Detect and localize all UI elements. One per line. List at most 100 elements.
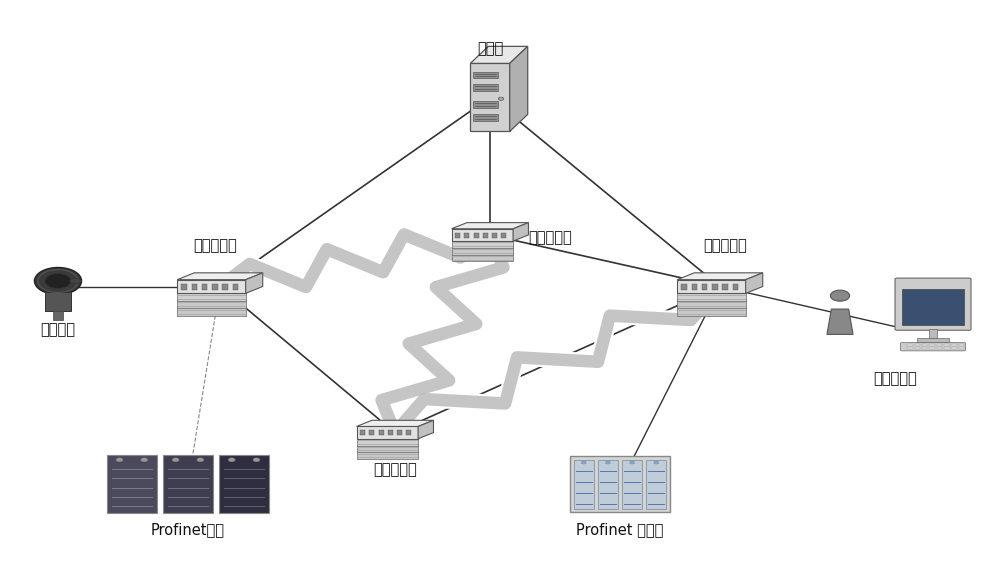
Bar bbox=[929, 329, 937, 337]
Circle shape bbox=[228, 458, 235, 462]
Bar bbox=[163, 455, 213, 513]
Bar bbox=[357, 444, 418, 452]
Bar bbox=[474, 233, 479, 238]
Circle shape bbox=[34, 268, 82, 295]
Polygon shape bbox=[246, 273, 263, 293]
Bar bbox=[452, 253, 513, 261]
Circle shape bbox=[141, 458, 148, 462]
Bar bbox=[677, 299, 746, 308]
Bar bbox=[922, 344, 927, 346]
Bar bbox=[677, 291, 746, 301]
Bar bbox=[681, 284, 687, 289]
Text: 核心交换机: 核心交换机 bbox=[528, 230, 572, 245]
Bar bbox=[455, 233, 460, 238]
Bar bbox=[473, 101, 498, 108]
Text: 管理器: 管理器 bbox=[477, 41, 503, 56]
Bar bbox=[181, 284, 187, 289]
Bar bbox=[959, 347, 964, 349]
Bar bbox=[937, 344, 942, 346]
Bar bbox=[357, 426, 418, 439]
Circle shape bbox=[654, 461, 659, 464]
Bar bbox=[733, 284, 738, 289]
Bar bbox=[177, 280, 246, 293]
Circle shape bbox=[45, 273, 71, 288]
Bar bbox=[929, 344, 935, 346]
Bar bbox=[598, 460, 618, 509]
Ellipse shape bbox=[70, 278, 82, 284]
Bar bbox=[915, 344, 920, 346]
Bar bbox=[944, 347, 950, 349]
Bar bbox=[677, 307, 746, 316]
Bar bbox=[177, 291, 246, 301]
Bar bbox=[574, 460, 594, 509]
Bar bbox=[233, 284, 238, 289]
Bar bbox=[907, 347, 913, 349]
Bar bbox=[219, 455, 269, 513]
Polygon shape bbox=[510, 46, 528, 131]
Bar bbox=[397, 430, 402, 435]
Text: 边缘交换机: 边缘交换机 bbox=[193, 238, 237, 253]
Circle shape bbox=[116, 458, 123, 462]
Bar bbox=[53, 311, 63, 320]
Bar bbox=[929, 347, 935, 349]
Bar bbox=[357, 437, 418, 446]
Circle shape bbox=[172, 458, 179, 462]
Bar bbox=[357, 450, 418, 459]
Polygon shape bbox=[513, 223, 528, 241]
Bar bbox=[177, 307, 246, 316]
Bar bbox=[915, 347, 920, 349]
Text: 边缘交换机: 边缘交换机 bbox=[703, 238, 747, 253]
Bar bbox=[107, 455, 157, 513]
Bar bbox=[369, 430, 374, 435]
Bar bbox=[473, 84, 498, 91]
Bar bbox=[406, 430, 411, 435]
Polygon shape bbox=[746, 273, 763, 293]
Circle shape bbox=[498, 97, 504, 100]
Polygon shape bbox=[677, 273, 763, 280]
Text: 普通监控端: 普通监控端 bbox=[873, 371, 917, 386]
Polygon shape bbox=[357, 421, 433, 426]
Bar bbox=[222, 284, 228, 289]
Bar bbox=[501, 233, 506, 238]
Bar bbox=[379, 430, 384, 435]
Bar bbox=[951, 344, 957, 346]
Bar bbox=[464, 233, 469, 238]
Circle shape bbox=[630, 461, 635, 464]
Bar bbox=[360, 430, 365, 435]
Bar bbox=[483, 233, 488, 238]
Bar bbox=[951, 347, 957, 349]
FancyBboxPatch shape bbox=[895, 278, 971, 330]
Bar bbox=[622, 460, 642, 509]
Bar bbox=[944, 344, 950, 346]
Bar bbox=[570, 456, 670, 512]
Text: Profinet 控制器: Profinet 控制器 bbox=[576, 523, 664, 537]
Bar bbox=[907, 344, 913, 346]
Text: 监控设备: 监控设备 bbox=[40, 322, 76, 337]
Polygon shape bbox=[177, 273, 263, 280]
Bar bbox=[959, 344, 964, 346]
Circle shape bbox=[581, 461, 586, 464]
Circle shape bbox=[605, 461, 610, 464]
Bar bbox=[470, 64, 510, 131]
Bar bbox=[702, 284, 707, 289]
Bar bbox=[677, 280, 746, 293]
Bar bbox=[452, 246, 513, 254]
Bar bbox=[212, 284, 218, 289]
Bar bbox=[388, 430, 393, 435]
Bar bbox=[646, 460, 666, 509]
Circle shape bbox=[830, 290, 850, 301]
Bar bbox=[452, 240, 513, 248]
Bar bbox=[202, 284, 207, 289]
Bar bbox=[473, 115, 498, 121]
Bar bbox=[692, 284, 697, 289]
Bar bbox=[492, 233, 497, 238]
FancyBboxPatch shape bbox=[900, 343, 966, 351]
Text: Profinet设备: Profinet设备 bbox=[151, 523, 225, 537]
Polygon shape bbox=[827, 309, 853, 335]
Bar bbox=[937, 347, 942, 349]
Bar bbox=[45, 292, 71, 311]
Bar bbox=[722, 284, 728, 289]
Circle shape bbox=[253, 458, 260, 462]
Polygon shape bbox=[470, 46, 528, 64]
Bar bbox=[177, 299, 246, 308]
